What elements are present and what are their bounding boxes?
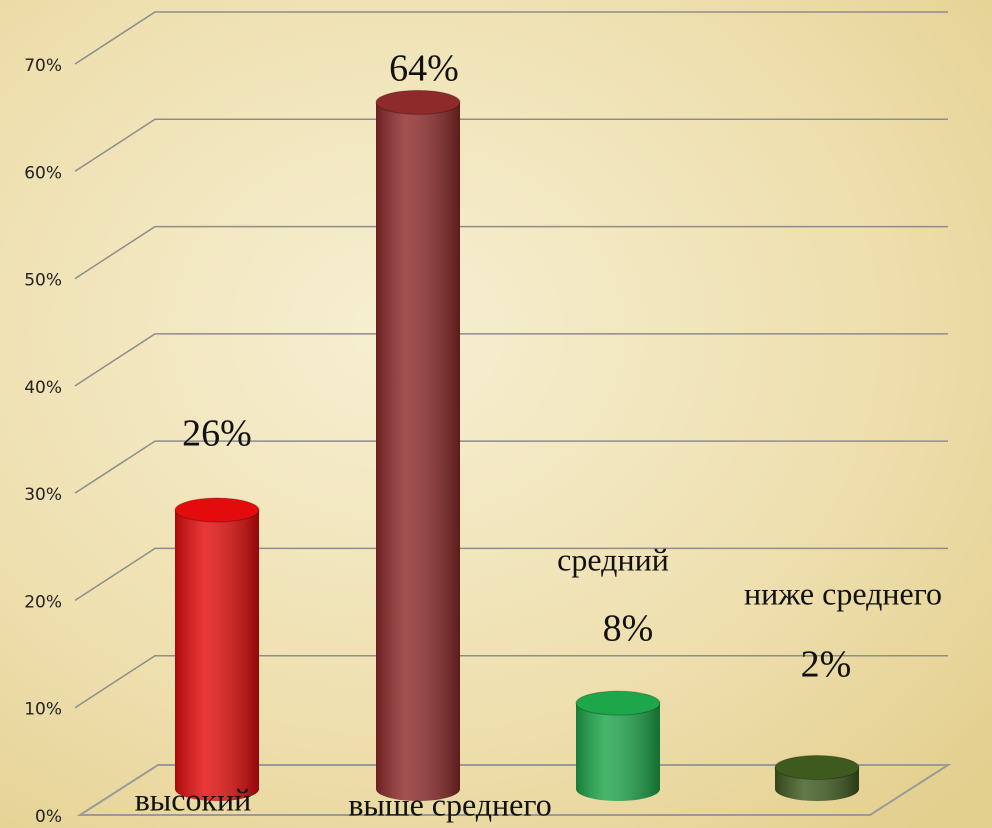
y-tick-label: 20% bbox=[24, 592, 62, 612]
x-tick-label: выше среднего bbox=[348, 786, 551, 822]
x-tick-label: ниже среднего bbox=[744, 575, 942, 611]
y-tick-label: 40% bbox=[24, 378, 62, 398]
bar bbox=[175, 498, 259, 801]
x-tick-label: высокий bbox=[135, 781, 252, 817]
bar bbox=[775, 756, 859, 801]
value-label: 64% bbox=[389, 48, 459, 90]
y-tick-label: 70% bbox=[24, 56, 62, 76]
bar bbox=[376, 90, 460, 801]
value-label: 8% bbox=[603, 608, 654, 650]
y-tick-label: 50% bbox=[24, 271, 62, 291]
value-label: 2% bbox=[801, 644, 852, 686]
y-tick-label: 30% bbox=[24, 485, 62, 505]
y-tick-label: 60% bbox=[24, 163, 62, 183]
y-tick-label: 0% bbox=[35, 807, 62, 827]
chart: 0% 10% 20% 30% 40% 50% 60% 70% 26% высокий 64% выше… bbox=[0, 0, 992, 828]
y-tick-label: 10% bbox=[24, 700, 62, 720]
x-tick-label: средний bbox=[557, 541, 669, 577]
bar bbox=[576, 691, 660, 801]
value-label: 26% bbox=[182, 413, 252, 455]
